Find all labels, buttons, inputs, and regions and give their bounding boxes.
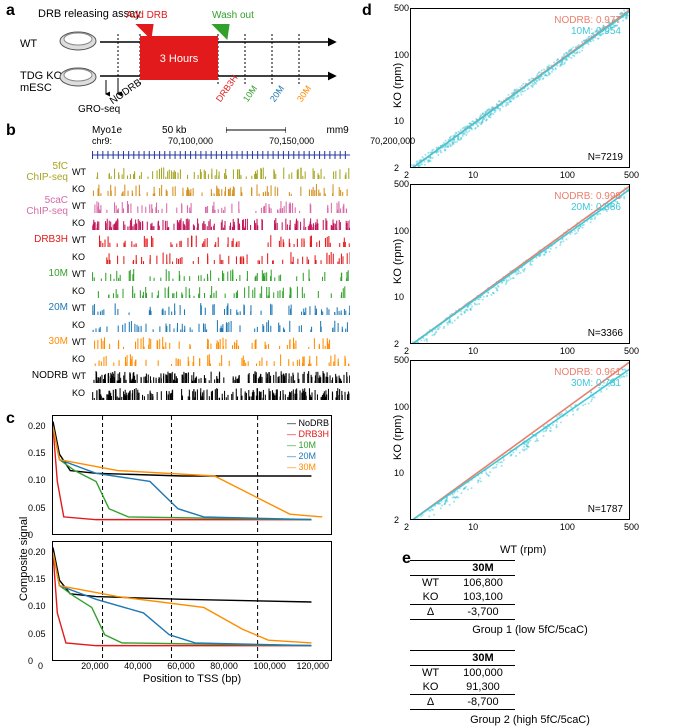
- d-ytick: 10: [394, 468, 404, 478]
- d-xtick: 10: [468, 346, 478, 356]
- scatter-plot-2: NODRB: 0.96130M: 0.781 N=1787: [410, 360, 630, 520]
- track-5fC-ChIP-seq-WT: [92, 165, 350, 179]
- panel-e: 30MWT106,800KO103,100Δ-3,700 Group 1 (low…: [410, 560, 650, 710]
- d-ytick: 500: [394, 3, 409, 13]
- n-label: N=7219: [588, 152, 623, 163]
- c-xlabel: Position to TSS (bp): [52, 673, 332, 685]
- gene-name: Myo1e: [92, 125, 122, 136]
- fit-label: NODRB: 0.96130M: 0.781: [554, 367, 621, 389]
- track-NODRB-KO: [92, 386, 350, 400]
- ytick: 0.15: [28, 574, 46, 584]
- track-DRB3H-KO: [92, 250, 350, 264]
- add-drb-label: Add DRB: [126, 10, 168, 21]
- d-xtick: 500: [624, 346, 639, 356]
- xtick: 0: [38, 661, 43, 671]
- d-xtick: 2: [404, 522, 409, 532]
- ytick: 0.20: [28, 421, 46, 431]
- xtick: 80,000: [210, 661, 238, 671]
- track-5caC-ChIP-seq-WT: [92, 199, 350, 213]
- ytick: 0.15: [28, 448, 46, 458]
- d-ytick: 500: [394, 179, 409, 189]
- d-xtick: 100: [560, 170, 575, 180]
- legend-item: — 10M: [287, 440, 329, 451]
- d-xtick: 500: [624, 170, 639, 180]
- d-xtick: 500: [624, 522, 639, 532]
- d-xtick: 10: [468, 522, 478, 532]
- panel-a: DRB releasing assay WT TDG KO mESC: [20, 8, 340, 118]
- group-caption: Group 1 (low 5fC/5caC): [410, 624, 650, 636]
- dish-icon-wt: [58, 30, 98, 55]
- d-ylabel: KO (rpm): [392, 415, 404, 460]
- table-group-1: 30MWT100,000KO91,300Δ-8,700: [410, 650, 515, 710]
- d-ylabel: KO (rpm): [392, 63, 404, 108]
- legend-item: — 20M: [287, 451, 329, 462]
- track-20M-WT: [92, 301, 350, 315]
- assembly-label: mm9: [326, 125, 348, 136]
- track-NODRB-WT: [92, 369, 350, 383]
- xtick: 120,000: [296, 661, 329, 671]
- chrom-label: chr9:: [92, 136, 112, 146]
- xtick: 100,000: [253, 661, 286, 671]
- n-label: N=1787: [588, 504, 623, 515]
- svg-text:3 Hours: 3 Hours: [160, 53, 199, 65]
- d-ytick: 100: [394, 226, 409, 236]
- group-caption: Group 2 (high 5fC/5caC): [410, 714, 650, 726]
- d-xtick: 10: [468, 170, 478, 180]
- d-ytick: 10: [394, 292, 404, 302]
- track-5caC-ChIP-seq-KO: [92, 216, 350, 230]
- n-label: N=3366: [588, 328, 623, 339]
- d-ylabel: KO (rpm): [392, 239, 404, 284]
- fit-label: NODRB: 0.99820M: 0.886: [554, 191, 621, 213]
- d-ytick: 100: [394, 402, 409, 412]
- scale-bar-label: 50 kb: [162, 125, 186, 136]
- d-ytick: 2: [394, 515, 399, 525]
- panel-d: 221010100100500500KO (rpm)NODRB: 0.97710…: [370, 8, 660, 548]
- track-5fC-ChIP-seq-KO: [92, 182, 350, 196]
- washout-label: Wash out: [212, 10, 254, 21]
- dish-icon-ko: [58, 66, 98, 91]
- scatter-plot-1: NODRB: 0.99820M: 0.886 N=3366: [410, 184, 630, 344]
- wt-label: WT: [20, 38, 37, 50]
- xtick: 60,000: [167, 661, 195, 671]
- panel-c: Composite signal — NoDRB— DRB3H— 10M— 20…: [10, 415, 350, 705]
- c-chart-top: — NoDRB— DRB3H— 10M— 20M— 30M: [52, 415, 332, 535]
- d-xtick: 100: [560, 346, 575, 356]
- ytick: 0.10: [28, 601, 46, 611]
- track-10M-WT: [92, 267, 350, 281]
- legend-item: — NoDRB: [287, 418, 329, 429]
- track-10M-KO: [92, 284, 350, 298]
- gene-model-track: [92, 148, 350, 162]
- d-ytick: 500: [394, 355, 409, 365]
- track-20M-KO: [92, 318, 350, 332]
- fit-label: NODRB: 0.97710M: 0.954: [554, 15, 621, 37]
- scatter-plot-0: NODRB: 0.97710M: 0.954 N=7219: [410, 8, 630, 168]
- coord-1: 70,150,000: [269, 136, 314, 146]
- d-ytick: 2: [394, 339, 399, 349]
- d-xlabel: WT (rpm): [500, 544, 546, 556]
- d-xtick: 100: [560, 522, 575, 532]
- table-group-0: 30MWT106,800KO103,100Δ-3,700: [410, 560, 515, 620]
- legend-item: — DRB3H: [287, 429, 329, 440]
- ytick: 0.05: [28, 629, 46, 639]
- track-DRB3H-WT: [92, 233, 350, 247]
- legend-item: — 30M: [287, 462, 329, 473]
- coord-0: 70,100,000: [168, 136, 213, 146]
- d-ytick: 10: [394, 116, 404, 126]
- panel-label-a: a: [6, 2, 15, 20]
- ytick: 0.20: [28, 547, 46, 557]
- d-ytick: 100: [394, 50, 409, 60]
- ko-label: TDG KO mESC: [20, 70, 62, 94]
- ytick: 0: [28, 530, 33, 540]
- xtick: 40,000: [124, 661, 152, 671]
- track-30M-KO: [92, 352, 350, 366]
- track-30M-WT: [92, 335, 350, 349]
- ytick: 0: [28, 656, 33, 666]
- xtick: 20,000: [81, 661, 109, 671]
- ytick: 0.05: [28, 503, 46, 513]
- c-chart-bottom: [52, 541, 332, 661]
- panel-b: Myo1e 50 kb mm9 chr9: 70,100,000 70,150,…: [10, 125, 350, 405]
- ytick: 0.10: [28, 475, 46, 485]
- d-ytick: 2: [394, 163, 399, 173]
